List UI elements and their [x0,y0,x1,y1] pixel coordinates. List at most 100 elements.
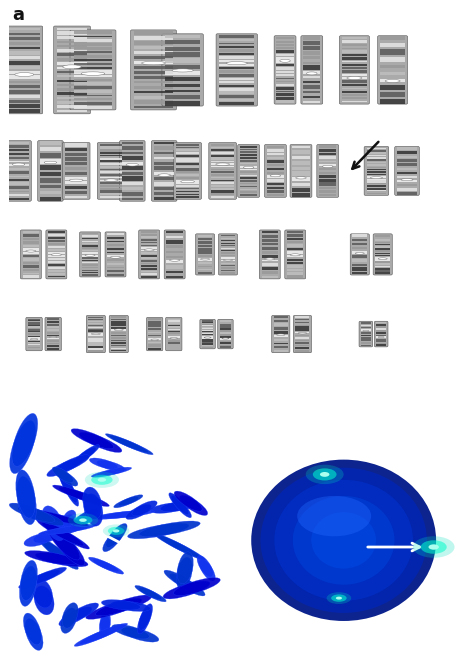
FancyBboxPatch shape [238,145,260,197]
Bar [211,157,234,160]
Bar [122,182,143,185]
Bar [47,343,59,344]
Bar [148,341,161,343]
Bar [220,252,236,254]
FancyBboxPatch shape [395,147,419,195]
Bar [57,62,87,64]
Bar [211,177,234,179]
Bar [267,175,284,177]
Bar [276,41,294,42]
Bar [366,169,386,170]
Ellipse shape [38,538,74,566]
Bar [122,171,143,175]
Bar [57,71,87,74]
Bar [73,74,112,77]
Ellipse shape [72,448,96,465]
Bar [28,320,40,321]
Bar [107,263,124,265]
Bar [23,258,39,261]
Bar [100,177,122,179]
Bar [262,276,278,278]
Ellipse shape [199,560,215,581]
Bar [9,153,29,155]
Bar [295,327,310,329]
Bar [28,337,40,339]
Ellipse shape [91,475,112,485]
Bar [274,323,288,326]
Bar [342,37,367,39]
Bar [166,251,183,253]
Ellipse shape [84,494,103,526]
Bar [28,347,40,348]
Bar [267,160,284,163]
Bar [40,141,61,145]
Bar [89,350,103,352]
Bar [111,337,126,339]
Bar [202,322,213,323]
Ellipse shape [201,258,210,260]
Bar [287,251,303,254]
Bar [9,42,40,45]
Bar [376,324,386,326]
Bar [319,149,337,152]
Bar [220,255,236,256]
Ellipse shape [59,471,79,506]
Bar [352,243,367,245]
Bar [366,159,386,161]
Bar [375,270,390,272]
Bar [303,37,320,40]
Bar [295,319,310,321]
Bar [148,325,161,327]
Bar [166,265,183,269]
Bar [40,173,61,176]
Bar [397,184,417,186]
Bar [166,260,183,264]
Ellipse shape [336,597,342,600]
Ellipse shape [25,509,82,525]
Bar [89,344,103,346]
Bar [107,259,124,261]
Bar [57,80,87,82]
Bar [134,86,173,88]
Bar [303,62,320,64]
Bar [9,164,29,167]
Bar [134,96,173,99]
Ellipse shape [118,495,143,506]
Bar [166,231,183,233]
Ellipse shape [33,579,53,608]
Bar [292,161,310,165]
Bar [292,167,310,170]
Bar [89,330,103,332]
Bar [23,255,39,257]
Bar [397,168,417,170]
Bar [366,181,386,183]
Bar [342,80,367,83]
Bar [220,270,236,271]
Bar [176,149,199,151]
Bar [240,189,257,190]
Bar [295,342,310,344]
FancyBboxPatch shape [174,143,201,199]
Ellipse shape [177,552,193,584]
Bar [47,335,59,336]
Bar [73,36,112,37]
Ellipse shape [154,533,201,558]
Bar [211,163,234,165]
Bar [352,247,367,249]
Ellipse shape [66,603,99,622]
Ellipse shape [62,603,78,628]
Ellipse shape [49,337,57,338]
Ellipse shape [79,519,87,522]
FancyBboxPatch shape [264,145,286,197]
Bar [47,348,59,350]
Bar [292,171,310,176]
Text: a: a [12,6,24,24]
Bar [65,191,87,194]
Ellipse shape [97,467,132,476]
Ellipse shape [23,613,41,645]
Ellipse shape [97,460,125,471]
Bar [220,242,236,244]
Ellipse shape [274,480,413,601]
Bar [48,234,64,236]
Bar [366,162,386,163]
